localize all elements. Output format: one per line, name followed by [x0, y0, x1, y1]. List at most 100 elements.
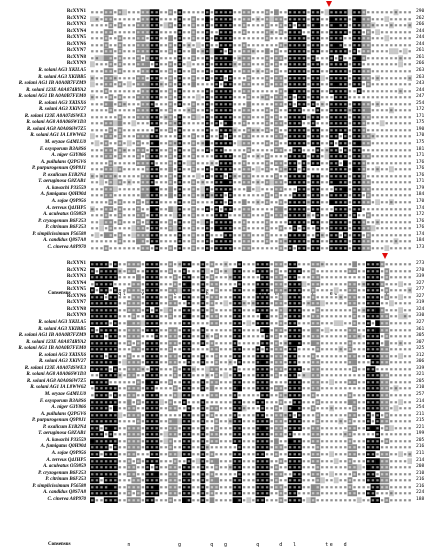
- residue-glyph: [137, 83, 140, 86]
- residue-glyph: [187, 76, 191, 79]
- residue-glyph: [293, 129, 296, 132]
- residue-glyph: [160, 302, 163, 305]
- residue-glyph: [192, 233, 195, 237]
- residue-glyph: [394, 295, 398, 299]
- residue-glyph: [114, 30, 117, 34]
- residue-glyph: [242, 76, 246, 79]
- residue-glyph: [357, 246, 361, 250]
- residue-glyph: [307, 30, 310, 34]
- residue-glyph: [408, 30, 411, 34]
- residue-glyph: [256, 214, 260, 217]
- residue-shade: [375, 199, 380, 206]
- residue-glyph: [302, 30, 306, 34]
- residue-glyph: [385, 129, 388, 132]
- residue-glyph: [215, 207, 218, 210]
- residue-glyph: [219, 24, 223, 27]
- residue-glyph: [183, 37, 186, 40]
- residue-glyph: [109, 309, 112, 312]
- residue-glyph: [307, 233, 310, 237]
- residue-glyph: [160, 181, 163, 184]
- residue-glyph: [247, 233, 250, 237]
- species-name: RcXYN4: [66, 280, 86, 286]
- residue-glyph: [302, 43, 306, 47]
- residue-glyph: [371, 302, 375, 305]
- residue-glyph: [146, 30, 149, 34]
- residue-glyph: [178, 214, 181, 217]
- residue-glyph: [321, 188, 324, 191]
- residue-glyph: [252, 37, 255, 40]
- residue-glyph: [219, 83, 223, 86]
- residue-glyph: [155, 207, 158, 210]
- residue-glyph: [233, 188, 237, 191]
- residue-glyph: [164, 122, 168, 125]
- residue-glyph: [91, 24, 94, 27]
- residue-glyph: [160, 76, 163, 79]
- residue-glyph: [390, 322, 393, 325]
- residue-glyph: [146, 109, 149, 112]
- residue-glyph: [141, 289, 145, 292]
- residue-glyph: [399, 214, 402, 217]
- residue-glyph: [164, 37, 168, 40]
- residue-glyph: [316, 89, 319, 92]
- residue-glyph: [256, 227, 260, 230]
- residue-glyph: [403, 289, 407, 292]
- residue-glyph: [247, 161, 250, 165]
- residue-glyph: [325, 135, 329, 138]
- residue-glyph: [104, 102, 108, 106]
- residue-glyph: [206, 276, 209, 279]
- residue-glyph: [150, 289, 154, 292]
- residue-glyph: [334, 122, 338, 125]
- residue-glyph: [178, 37, 181, 40]
- residue-glyph: [123, 246, 126, 250]
- residue-glyph: [256, 89, 260, 92]
- residue-glyph: [321, 194, 324, 197]
- residue-glyph: [91, 70, 94, 73]
- residue-glyph: [137, 201, 140, 204]
- residue-glyph: [399, 269, 402, 272]
- residue-glyph: [219, 269, 223, 272]
- residue-glyph: [215, 83, 218, 86]
- residue-glyph: [321, 102, 324, 106]
- residue-glyph: [242, 295, 246, 299]
- residue-glyph: [114, 83, 117, 86]
- position-number: 175: [416, 120, 425, 126]
- residue-glyph: [114, 70, 117, 73]
- residue-glyph: [169, 155, 172, 158]
- residue-glyph: [394, 269, 398, 272]
- residue-glyph: [224, 263, 227, 266]
- residue-glyph: [118, 161, 122, 165]
- residue-glyph: [390, 227, 393, 230]
- residue-glyph: [330, 263, 333, 266]
- residue-glyph: [210, 276, 214, 279]
- residue-glyph: [187, 269, 191, 272]
- residue-glyph: [169, 63, 172, 66]
- residue-glyph: [215, 168, 218, 171]
- species-name: A. sojae Q9P956: [51, 198, 86, 204]
- residue-glyph: [339, 70, 342, 73]
- residue-glyph: [403, 57, 407, 60]
- residue-glyph: [160, 207, 163, 210]
- residue-glyph: [252, 174, 255, 178]
- residue-glyph: [399, 37, 402, 40]
- residue-glyph: [150, 282, 154, 286]
- residue-glyph: [127, 155, 131, 158]
- residue-glyph: [284, 181, 287, 184]
- residue-glyph: [385, 322, 388, 325]
- residue-glyph: [353, 302, 356, 305]
- residue-glyph: [146, 24, 149, 27]
- residue-glyph: [173, 135, 177, 138]
- residue-glyph: [219, 155, 223, 158]
- residue-glyph: [247, 201, 250, 204]
- residue-glyph: [187, 174, 191, 178]
- residue-glyph: [160, 161, 163, 165]
- residue-glyph: [390, 115, 393, 119]
- residue-glyph: [109, 227, 112, 230]
- residue-glyph: [380, 309, 384, 312]
- residue-glyph: [252, 295, 255, 299]
- residue-glyph: [242, 135, 246, 138]
- residue-glyph: [210, 194, 214, 197]
- residue-glyph: [127, 17, 131, 20]
- residue-glyph: [169, 269, 172, 272]
- residue-glyph: [362, 96, 365, 99]
- residue-glyph: [247, 194, 250, 197]
